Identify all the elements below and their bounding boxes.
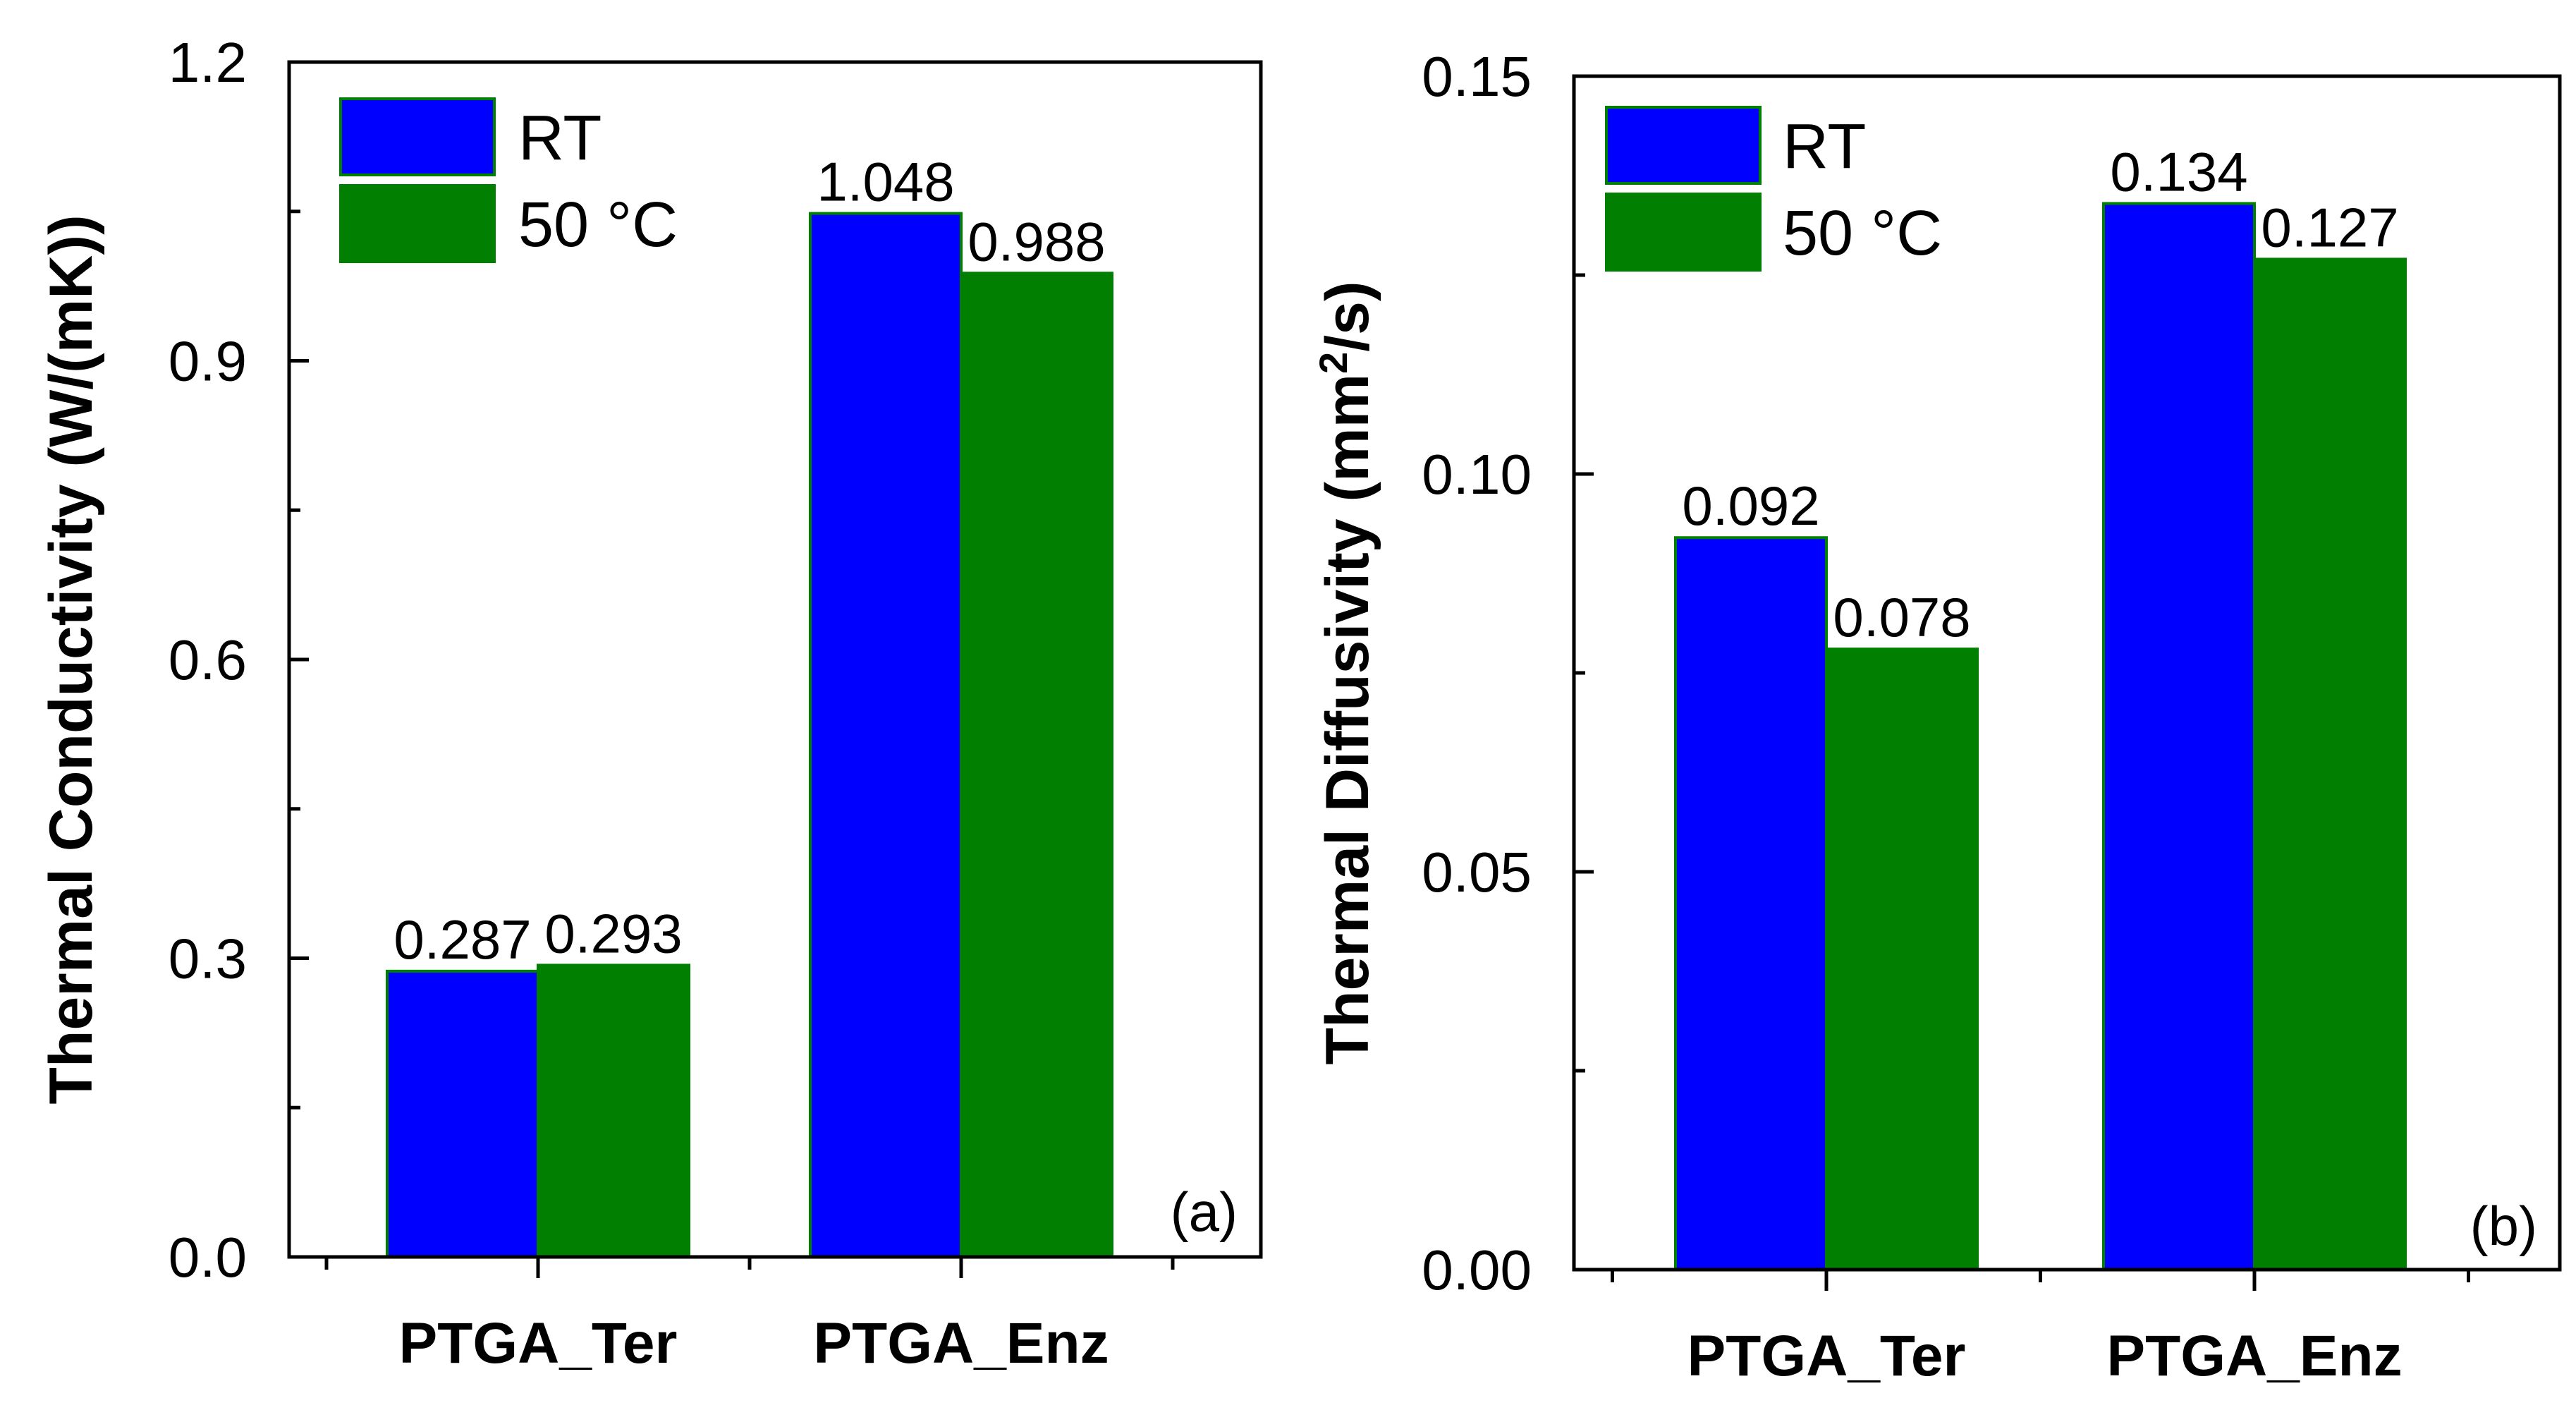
y-tick-label: 0.0	[169, 1226, 247, 1289]
legend-label: RT	[518, 103, 602, 174]
y-tick-label: 0.15	[1422, 45, 1532, 108]
y-tick-label: 0.9	[169, 330, 247, 393]
y-axis-title: Thermal Conductivity (W/(mK))	[37, 214, 105, 1104]
data-label: 0.988	[967, 210, 1105, 272]
x-category-label: PTGA_Enz	[2106, 1324, 2402, 1388]
panel-label: (a)	[1171, 1181, 1238, 1243]
legend-swatch-50c	[339, 184, 496, 263]
legend-swatch-rt	[1605, 106, 1762, 185]
panel-label: (b)	[2470, 1195, 2537, 1257]
bar-50c-ptga-enz	[960, 272, 1113, 1259]
data-label: 0.293	[544, 902, 682, 964]
data-label: 0.092	[1682, 475, 1819, 537]
legend-label: 50 °C	[518, 190, 678, 260]
y-tick-label: 0.05	[1422, 841, 1532, 904]
y-axis-title-part: 2	[1311, 352, 1355, 374]
legend-swatch-50c	[1605, 193, 1762, 272]
y-axis-title-part: /s)	[1314, 281, 1381, 351]
legend: RT 50 °C	[339, 97, 678, 263]
x-category-label: PTGA_Ter	[399, 1311, 678, 1375]
legend-label: 50 °C	[1783, 198, 1942, 269]
bar-rt-ptga-ter	[1674, 536, 1828, 1271]
bar-50c-ptga-ter	[1825, 648, 1979, 1271]
chart-panel-1: 0.287 1.048 0.293 0.988 0.0 0.3 0.6 0.9 1.2 PTGA_…	[37, 31, 1263, 1375]
y-tick-label: 0.10	[1422, 443, 1532, 506]
data-label: 0.287	[393, 908, 531, 971]
y-tick-label: 0.6	[169, 628, 247, 691]
bar-50c-ptga-enz	[2253, 257, 2407, 1272]
bar-rt-ptga-ter	[386, 969, 539, 1259]
data-label: 0.078	[1833, 586, 1970, 648]
x-category-label: PTGA_Enz	[813, 1311, 1109, 1375]
y-axis-title-part: Thermal Conductivity (W/(mK))	[37, 214, 105, 1104]
bar-50c-ptga-ter	[537, 964, 690, 1259]
x-category-label: PTGA_Ter	[1687, 1324, 1966, 1388]
y-tick-label: 0.00	[1422, 1239, 1532, 1301]
legend: RT 50 °C	[1605, 106, 1942, 272]
y-tick-label: 1.2	[169, 31, 247, 94]
bar-rt-ptga-enz	[2102, 202, 2256, 1272]
data-label: 0.134	[2110, 140, 2247, 202]
y-axis-title: Thermal Diffusivity (mm2/s)	[1311, 281, 1381, 1064]
y-tick-label: 0.3	[169, 928, 247, 990]
legend-label: RT	[1783, 111, 1866, 182]
chart-panel-2: 0.092 0.134 0.078 0.127 0.00 0.05 0.10 0.15 PTGA…	[1311, 45, 2562, 1388]
bar-rt-ptga-enz	[809, 212, 963, 1258]
data-label: 1.048	[817, 151, 954, 213]
legend-swatch-rt	[339, 97, 496, 176]
data-label: 0.127	[2261, 196, 2398, 258]
y-axis-title-part: Thermal Diffusivity (mm	[1314, 374, 1381, 1065]
